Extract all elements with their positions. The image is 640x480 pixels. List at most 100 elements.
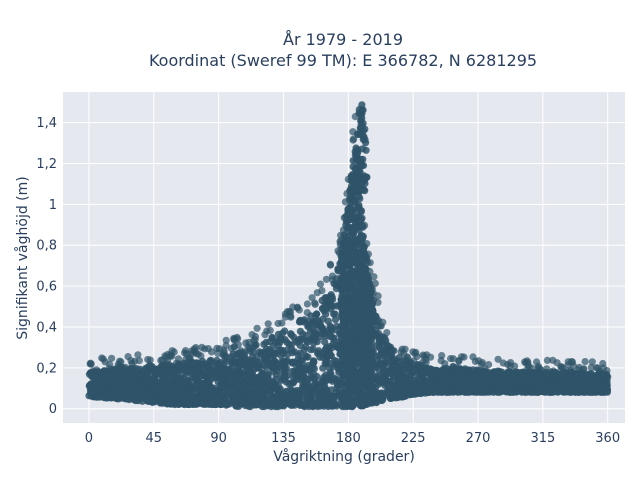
data-point — [549, 367, 558, 375]
data-point — [338, 265, 346, 273]
data-point — [265, 401, 273, 409]
data-point — [237, 347, 245, 355]
data-point — [252, 395, 260, 403]
data-point — [354, 364, 362, 372]
data-point — [357, 292, 365, 300]
data-point — [170, 348, 178, 356]
data-point — [305, 321, 313, 329]
data-point — [362, 379, 371, 387]
data-point — [389, 393, 397, 401]
y-tick-label: 1,2 — [36, 157, 57, 172]
data-point — [328, 272, 336, 280]
data-point — [337, 245, 345, 253]
data-point — [365, 399, 373, 407]
data-point — [346, 238, 355, 246]
data-point — [316, 280, 325, 288]
data-point — [327, 386, 336, 394]
data-point — [159, 387, 167, 395]
data-point — [502, 388, 510, 396]
data-point — [343, 332, 351, 340]
data-point — [135, 357, 143, 365]
data-point — [279, 359, 287, 367]
data-point — [383, 329, 391, 337]
data-point — [184, 377, 192, 386]
x-tick-label: 225 — [401, 431, 426, 446]
data-point — [296, 318, 305, 326]
data-point — [455, 357, 463, 365]
data-point — [232, 395, 240, 403]
data-point — [340, 300, 348, 308]
data-point — [322, 275, 330, 283]
data-point — [351, 396, 359, 404]
data-point — [192, 344, 200, 352]
data-point — [339, 391, 347, 399]
data-point — [149, 376, 157, 384]
data-point — [201, 400, 209, 408]
data-point — [491, 372, 499, 380]
data-point — [218, 383, 226, 391]
data-point — [89, 367, 97, 375]
data-point — [425, 386, 434, 394]
data-point — [359, 320, 367, 328]
data-point — [305, 389, 313, 397]
data-point — [517, 375, 525, 383]
data-point — [351, 113, 359, 121]
data-point — [394, 357, 402, 365]
data-point — [287, 395, 296, 403]
data-point — [465, 377, 473, 385]
data-point — [315, 318, 323, 326]
data-point — [338, 279, 346, 287]
data-point — [351, 283, 359, 291]
data-point — [353, 130, 362, 138]
x-tick-label: 90 — [210, 431, 227, 446]
data-point — [347, 198, 355, 206]
data-point — [352, 237, 360, 245]
data-point — [154, 367, 162, 375]
data-point — [254, 364, 262, 372]
data-point — [326, 351, 334, 360]
data-point — [265, 345, 274, 354]
data-point — [382, 376, 390, 384]
data-point — [321, 390, 329, 399]
data-point — [388, 376, 397, 384]
y-axis-label: Signifikant våghöjd (m) — [14, 176, 31, 339]
data-point — [326, 260, 334, 268]
data-point — [303, 337, 311, 345]
data-point — [274, 319, 282, 328]
data-point — [537, 378, 545, 386]
data-point — [574, 365, 582, 374]
y-tick-label: 0,6 — [36, 280, 57, 295]
data-point — [162, 353, 170, 361]
data-point — [263, 327, 271, 335]
data-point — [293, 393, 301, 401]
data-point — [171, 368, 179, 376]
data-point — [423, 377, 431, 385]
data-point — [260, 354, 268, 362]
data-point — [360, 354, 368, 362]
data-point — [351, 387, 359, 395]
data-point — [214, 349, 222, 357]
data-point — [494, 388, 502, 396]
data-point — [534, 362, 543, 370]
data-point — [577, 381, 585, 389]
chart-title-line-2: Koordinat (Sweref 99 TM): E 366782, N 62… — [149, 51, 537, 70]
data-point — [308, 382, 316, 390]
data-point — [353, 150, 361, 158]
data-point — [139, 367, 147, 375]
data-point — [264, 320, 272, 328]
y-tick-label: 0,8 — [36, 239, 57, 254]
data-point — [510, 369, 518, 377]
data-point — [256, 385, 264, 393]
data-point — [312, 311, 320, 319]
data-point — [98, 374, 106, 382]
data-point — [364, 324, 372, 332]
data-point — [99, 355, 107, 363]
data-point — [152, 385, 160, 394]
data-point — [202, 368, 210, 376]
data-point — [308, 402, 316, 410]
data-point — [338, 379, 346, 387]
data-point — [291, 372, 299, 380]
data-point — [494, 355, 502, 363]
data-point — [191, 359, 199, 367]
